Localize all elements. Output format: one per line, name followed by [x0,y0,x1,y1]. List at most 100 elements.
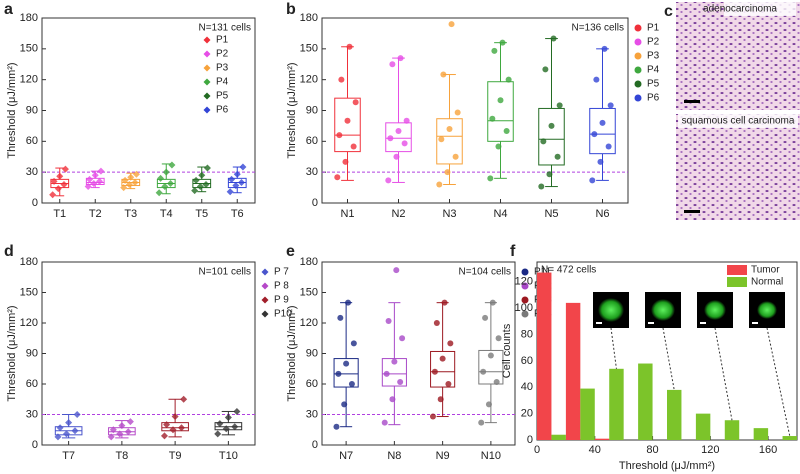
tissue-image [676,2,800,110]
x-tick-label: 40 [589,444,601,456]
y-tick-label: 60 [306,378,318,390]
point [452,153,459,160]
x-tick-label: T9 [169,450,182,462]
point [178,424,186,432]
panel-label: c [664,3,673,20]
y-axis-title: Threshold (μJ/mm²) [286,62,298,158]
y-tick-label: 0 [312,197,318,209]
point [231,423,239,431]
point [91,171,99,179]
point [499,39,506,46]
point [126,418,134,426]
y-axis-title: Threshold (μJ/mm²) [286,305,298,401]
point [441,299,448,306]
y-tick-label: 120 [20,74,38,86]
point [446,126,453,132]
x-axis-title: Threshold (μJ/mm²) [619,460,715,472]
legend-label: P 7 [274,267,289,278]
point [548,122,555,129]
point [49,191,57,199]
point [160,432,168,440]
point [50,177,58,185]
point [448,21,455,28]
point [605,143,612,150]
legend-marker [521,282,529,290]
y-tick-label: 150 [20,286,38,298]
y-tick-label: 150 [300,286,318,298]
x-tick-label: N10 [481,450,501,462]
y-tick-label: 90 [26,347,38,359]
point [597,158,604,165]
y-tick-label: 0 [312,439,318,451]
point [503,128,510,135]
point [431,368,438,375]
annotation: N=131 cells [198,23,251,34]
point [198,171,206,179]
scale-bar [700,322,706,324]
box [334,97,361,153]
tissue-image [676,114,800,220]
y-tick-label: 120 [20,317,38,329]
y-tick-label: 30 [306,166,318,178]
point [397,378,404,385]
legend-marker [634,94,642,102]
legend-marker [261,282,269,290]
panel-label: b [286,1,296,18]
legend-marker [203,64,211,72]
point [56,172,64,180]
box [487,81,514,142]
x-tick-label: N1 [340,208,354,220]
x-tick-label: N6 [595,208,609,220]
point [505,76,512,83]
bar [594,438,610,440]
x-tick-label: T3 [124,208,137,220]
inset-pointer [714,327,733,421]
x-tick-label: T5 [195,208,208,220]
plot-frame [321,261,516,446]
panel-label: f [510,243,516,260]
box [385,122,412,153]
point [90,179,98,187]
point [192,176,200,184]
legend-marker [203,92,211,100]
inset-pointer [662,327,675,390]
x-tick-label: T1 [53,208,66,220]
legend-marker [521,296,529,304]
point [489,299,496,306]
y-tick-label: 20 [521,408,533,420]
y-tick-label: 0 [32,439,38,451]
x-tick-label: N2 [391,208,405,220]
legend-label: P4 [216,77,229,88]
legend-label: Normal [751,277,783,288]
point [336,132,343,139]
cell-image [651,299,675,321]
panel-label: a [4,1,13,18]
point [454,109,461,116]
y-tick-label: 180 [20,256,38,268]
point [222,425,230,433]
legend-marker [203,50,211,58]
box [478,349,504,385]
legend-label: P 9 [274,295,289,306]
point [346,43,353,50]
legend-label: P5 [647,79,660,90]
point [447,340,454,347]
panel-label: d [4,243,14,260]
point [214,430,222,438]
x-tick-label: T6 [231,208,244,220]
point [65,419,73,427]
point [444,169,451,176]
point [489,115,496,122]
point [203,164,211,172]
x-tick-label: 120 [701,444,719,456]
y-axis-title: Threshold (μJ/mm²) [6,305,18,401]
legend-swatch [727,277,747,287]
y-tick-label: 180 [300,256,318,268]
point [439,355,446,362]
inset-pointer [610,327,617,369]
point [491,47,498,54]
box [381,358,407,387]
point [120,184,128,192]
point [180,395,188,403]
y-axis-title: Cell counts [501,323,513,378]
